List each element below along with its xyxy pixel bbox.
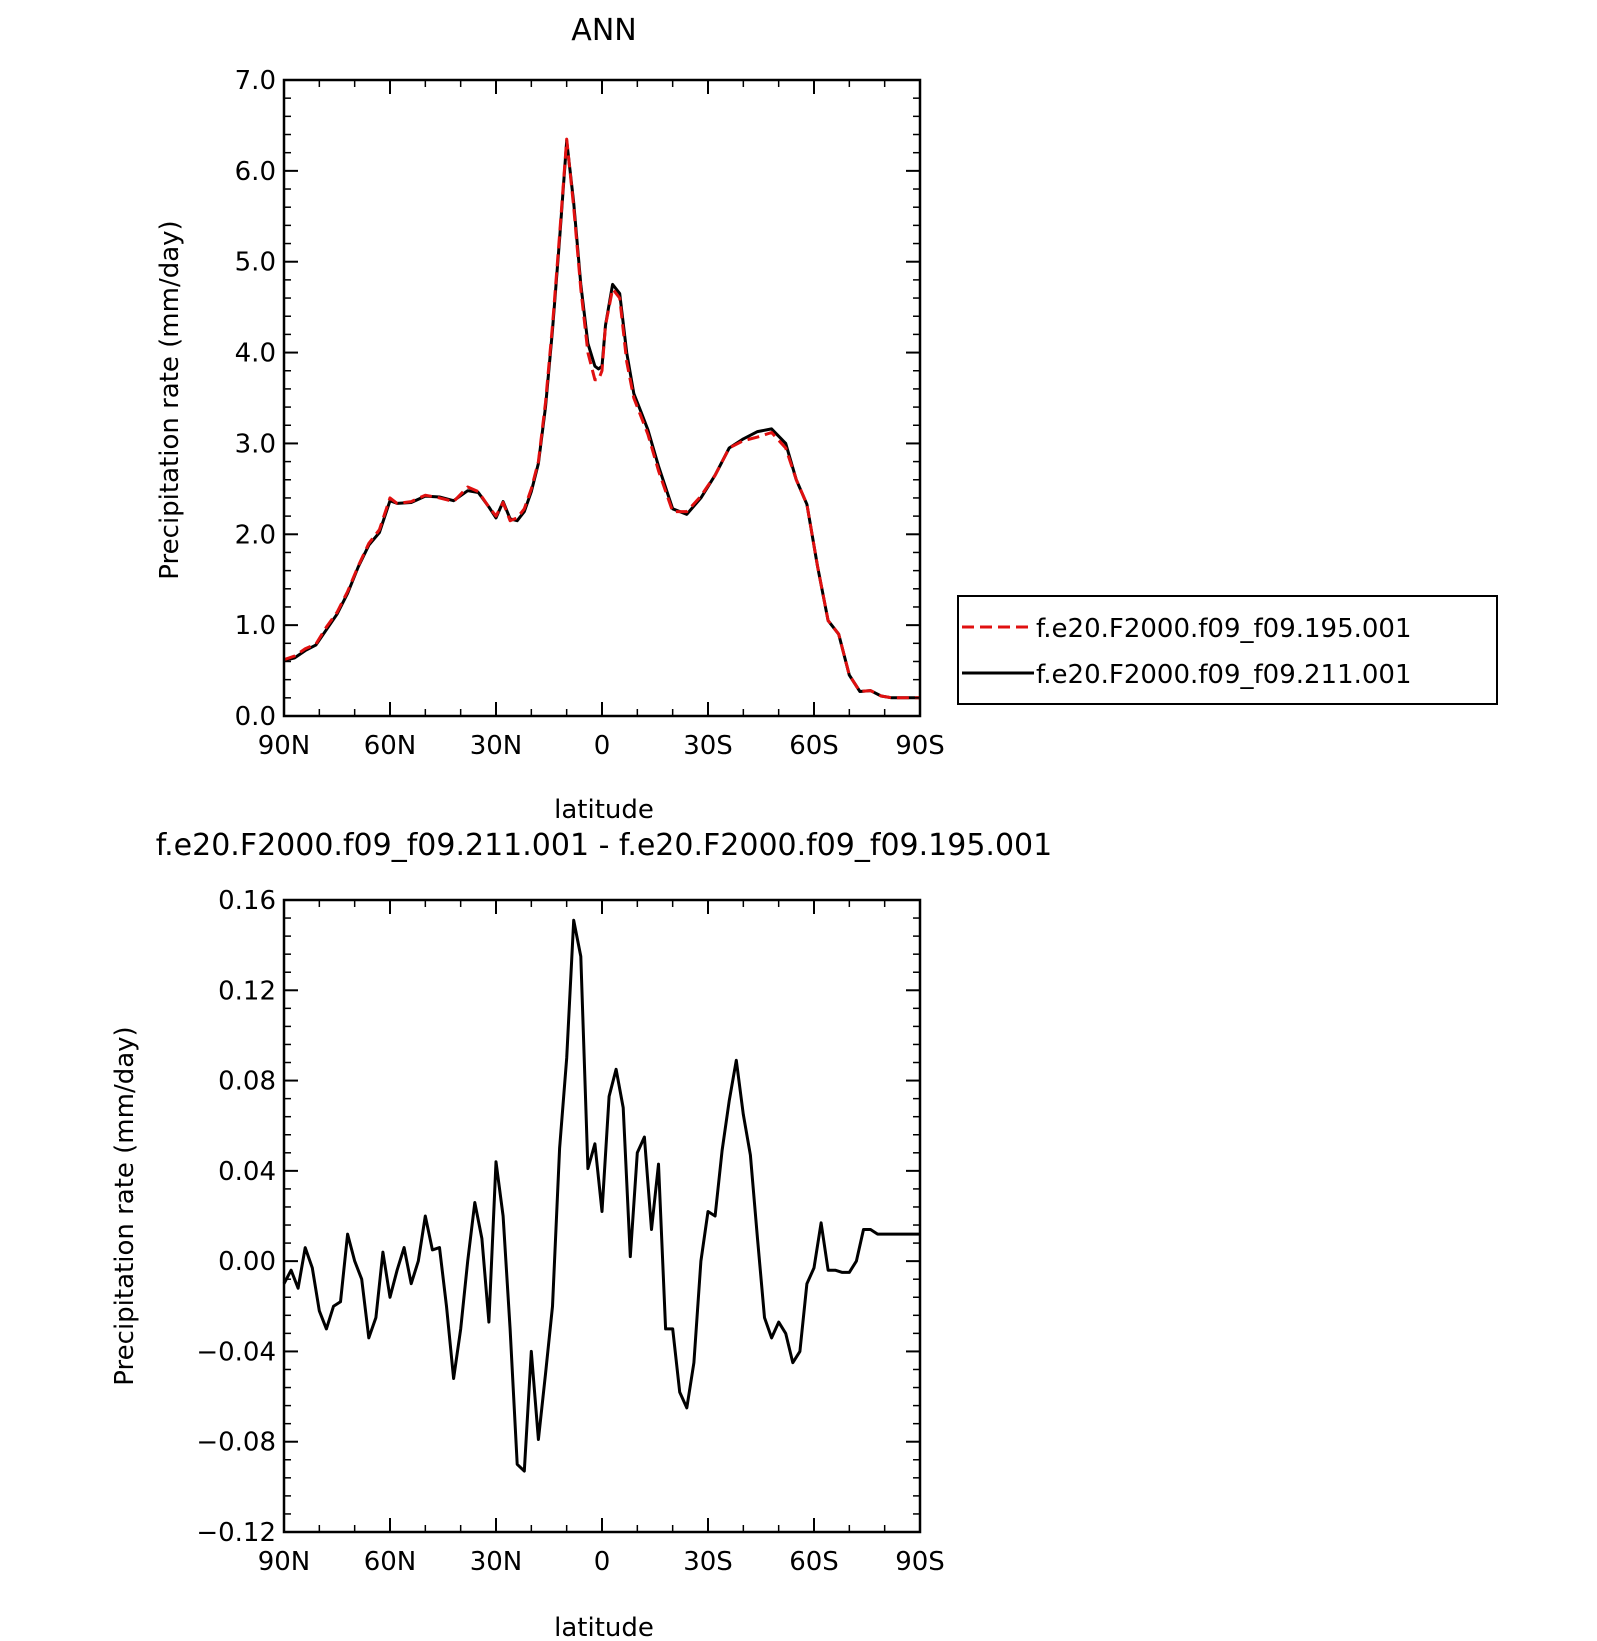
bottom-ytick-label: −0.04	[196, 1337, 276, 1367]
top-title: ANN	[571, 13, 636, 48]
top-plot-frame	[282, 78, 922, 718]
bottom-panel: f.e20.F2000.f09_f09.211.001 - f.e20.F200…	[110, 828, 1052, 1641]
legend-label-211: f.e20.F2000.f09_f09.211.001	[1036, 660, 1412, 690]
legend: f.e20.F2000.f09_f09.195.001 f.e20.F2000.…	[957, 595, 1498, 705]
top-ytick-label: 4.0	[235, 339, 276, 369]
bottom-ytick-label: 0.00	[218, 1247, 276, 1277]
top-ytick-label: 2.0	[235, 520, 276, 550]
top-panel: ANN latitude Precipitation rate (mm/day)…	[155, 13, 945, 825]
bottom-ytick-label: 0.16	[218, 886, 276, 916]
top-xtick-label: 0	[594, 731, 611, 761]
bottom-plot-frame	[282, 898, 922, 1534]
top-ytick-label: 5.0	[235, 248, 276, 278]
bottom-xtick-label: 60S	[789, 1547, 839, 1577]
top-xlabel: latitude	[554, 795, 654, 825]
top-ylabel: Precipitation rate (mm/day)	[155, 220, 185, 579]
top-series-line-1	[283, 139, 920, 700]
bottom-xtick-label: 0	[594, 1547, 611, 1577]
bottom-ylabel: Precipitation rate (mm/day)	[110, 1026, 140, 1385]
bottom-xtick-label: 30N	[470, 1547, 523, 1577]
top-ytick-label: 0.0	[235, 702, 276, 732]
top-ytick-label: 6.0	[235, 157, 276, 187]
bottom-series-line-0	[282, 918, 920, 1473]
top-series-line-0	[283, 137, 920, 700]
bottom-ytick-label: 0.04	[218, 1157, 276, 1187]
top-xtick-label: 30N	[470, 731, 523, 761]
bottom-ytick-label: −0.08	[196, 1428, 276, 1458]
bottom-ytick-label: 0.12	[218, 976, 276, 1006]
top-xtick-label: 30S	[683, 731, 733, 761]
bottom-ytick-label: 0.08	[218, 1067, 276, 1097]
top-xtick-label: 90S	[895, 731, 945, 761]
top-ytick-label: 1.0	[235, 611, 276, 641]
bottom-xtick-label: 90N	[258, 1547, 311, 1577]
bottom-title: f.e20.F2000.f09_f09.211.001 - f.e20.F200…	[156, 828, 1052, 863]
top-xtick-label: 90N	[258, 731, 311, 761]
bottom-xtick-label: 30S	[683, 1547, 733, 1577]
top-xtick-label: 60S	[789, 731, 839, 761]
legend-label-195: f.e20.F2000.f09_f09.195.001	[1036, 614, 1412, 644]
bottom-xlabel: latitude	[554, 1613, 654, 1641]
top-ytick-label: 3.0	[235, 429, 276, 459]
top-ytick-label: 7.0	[235, 66, 276, 96]
bottom-xtick-label: 60N	[364, 1547, 417, 1577]
legend-box	[957, 595, 1498, 705]
top-xtick-label: 60N	[364, 731, 417, 761]
bottom-xtick-label: 90S	[895, 1547, 945, 1577]
bottom-ytick-label: −0.12	[196, 1518, 276, 1548]
